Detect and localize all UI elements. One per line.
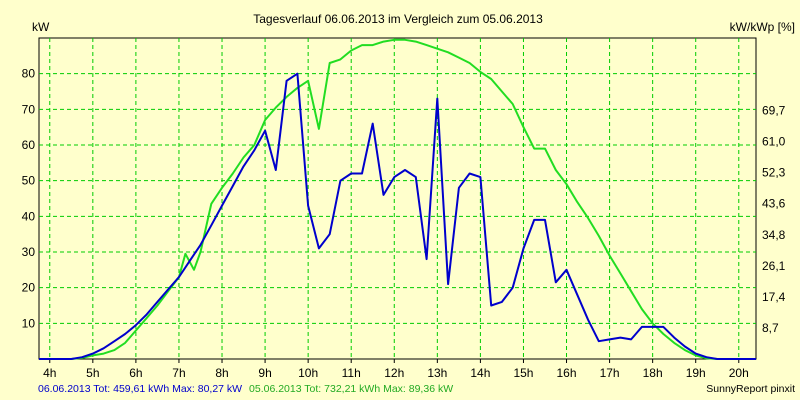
grid bbox=[39, 38, 756, 359]
y-tick-label-left: 10 bbox=[22, 316, 36, 330]
x-tick-label: 18h bbox=[643, 366, 663, 380]
x-tick-label: 16h bbox=[557, 366, 577, 380]
y-axis-right-label: kW/kWp [%] bbox=[730, 20, 795, 34]
y-tick-label-left: 80 bbox=[22, 67, 36, 81]
y-tick-label-right: 69,7 bbox=[762, 103, 786, 117]
y-tick-label-right: 8,7 bbox=[762, 321, 779, 335]
series-layer bbox=[39, 38, 756, 360]
y-tick-label-left: 30 bbox=[22, 245, 36, 259]
y-tick-label-left: 50 bbox=[22, 174, 36, 188]
x-tick-label: 8h bbox=[215, 366, 228, 380]
x-tick-label: 20h bbox=[729, 366, 749, 380]
y-tick-label-right: 26,1 bbox=[762, 259, 786, 273]
x-tick-label: 9h bbox=[258, 366, 271, 380]
chart-title: Tagesverlauf 06.06.2013 im Vergleich zum… bbox=[253, 12, 543, 26]
y-axis-left-label: kW bbox=[32, 20, 50, 34]
x-tick-label: 12h bbox=[384, 366, 404, 380]
y-tick-label-left: 60 bbox=[22, 138, 36, 152]
x-tick-label: 13h bbox=[427, 366, 447, 380]
x-tick-label: 19h bbox=[686, 366, 706, 380]
y-tick-label-right: 17,4 bbox=[762, 290, 786, 304]
y-tick-label-left: 70 bbox=[22, 102, 36, 116]
x-tick-label: 11h bbox=[342, 366, 361, 380]
legend-series-2: 05.06.2013 Tot: 732,21 kWh Max: 89,36 kW bbox=[249, 383, 453, 395]
x-tick-label: 7h bbox=[172, 366, 185, 380]
plot-area bbox=[38, 37, 757, 360]
x-tick-label: 15h bbox=[513, 366, 533, 380]
brand-label: SunnyReport pinxit bbox=[706, 383, 795, 395]
y-tick-label-right: 43,6 bbox=[762, 196, 786, 210]
y-tick-label-left: 40 bbox=[22, 209, 36, 223]
y-tick-label-right: 34,8 bbox=[762, 228, 786, 242]
x-tick-label: 6h bbox=[129, 366, 142, 380]
x-tick-label: 14h bbox=[470, 366, 490, 380]
y-tick-label-right: 61,0 bbox=[762, 134, 786, 148]
x-tick-label: 5h bbox=[86, 366, 99, 380]
x-tick-label: 4h bbox=[43, 366, 56, 380]
y-tick-label-left: 20 bbox=[22, 281, 36, 295]
y-tick-label-right: 52,3 bbox=[762, 165, 786, 179]
series-line-1 bbox=[39, 72, 756, 360]
legend-footer: 06.06.2013 Tot: 459,61 kWh Max: 80,27 kW… bbox=[38, 383, 453, 395]
axis-ticks: 10 20 30 40 50 60 70 80 4h 5h 6h 7h 8h 9h 10h 11h 12h 13h… bbox=[22, 67, 786, 380]
x-tick-label: 10h bbox=[298, 366, 318, 380]
x-tick-label: 17h bbox=[600, 366, 620, 380]
legend-series-1: 06.06.2013 Tot: 459,61 kWh Max: 80,27 kW bbox=[38, 383, 242, 395]
